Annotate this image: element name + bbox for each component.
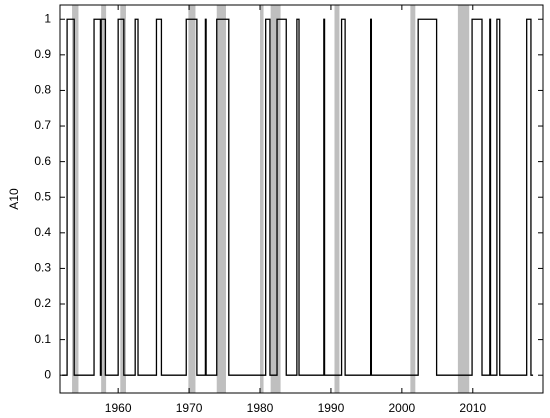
y-tick-label: 0.5 bbox=[34, 189, 51, 203]
x-tick-label: 1970 bbox=[176, 401, 203, 415]
y-tick-label: 0 bbox=[44, 367, 51, 381]
y-axis-label: A10 bbox=[7, 188, 21, 210]
shaded-region bbox=[334, 5, 340, 393]
y-tick-label: 0.2 bbox=[34, 296, 51, 310]
shaded-region bbox=[188, 5, 196, 393]
y-tick-label: 0.3 bbox=[34, 261, 51, 275]
y-tick-label: 0.9 bbox=[34, 47, 51, 61]
x-tick-label: 1990 bbox=[318, 401, 345, 415]
shaded-region bbox=[72, 5, 79, 393]
y-tick-label: 0.8 bbox=[34, 83, 51, 97]
shaded-region bbox=[120, 5, 126, 393]
y-tick-label: 0.4 bbox=[34, 225, 51, 239]
step-line bbox=[62, 18, 534, 376]
y-tick-label: 1 bbox=[44, 11, 51, 25]
y-tick-label: 0.7 bbox=[34, 118, 51, 132]
x-tick-label: 1980 bbox=[247, 401, 274, 415]
shaded-region bbox=[260, 5, 264, 393]
shaded-region bbox=[216, 5, 226, 393]
shaded-region bbox=[101, 5, 107, 393]
x-tick-label: 2000 bbox=[389, 401, 416, 415]
y-tick-label: 0.6 bbox=[34, 154, 51, 168]
plot-frame bbox=[59, 4, 544, 394]
y-tick-label: 0.1 bbox=[34, 332, 51, 346]
x-tick-label: 2010 bbox=[459, 401, 486, 415]
x-tick-label: 1960 bbox=[105, 401, 132, 415]
shaded-region bbox=[410, 5, 416, 393]
shaded-region bbox=[270, 5, 281, 393]
shaded-region bbox=[457, 5, 470, 393]
